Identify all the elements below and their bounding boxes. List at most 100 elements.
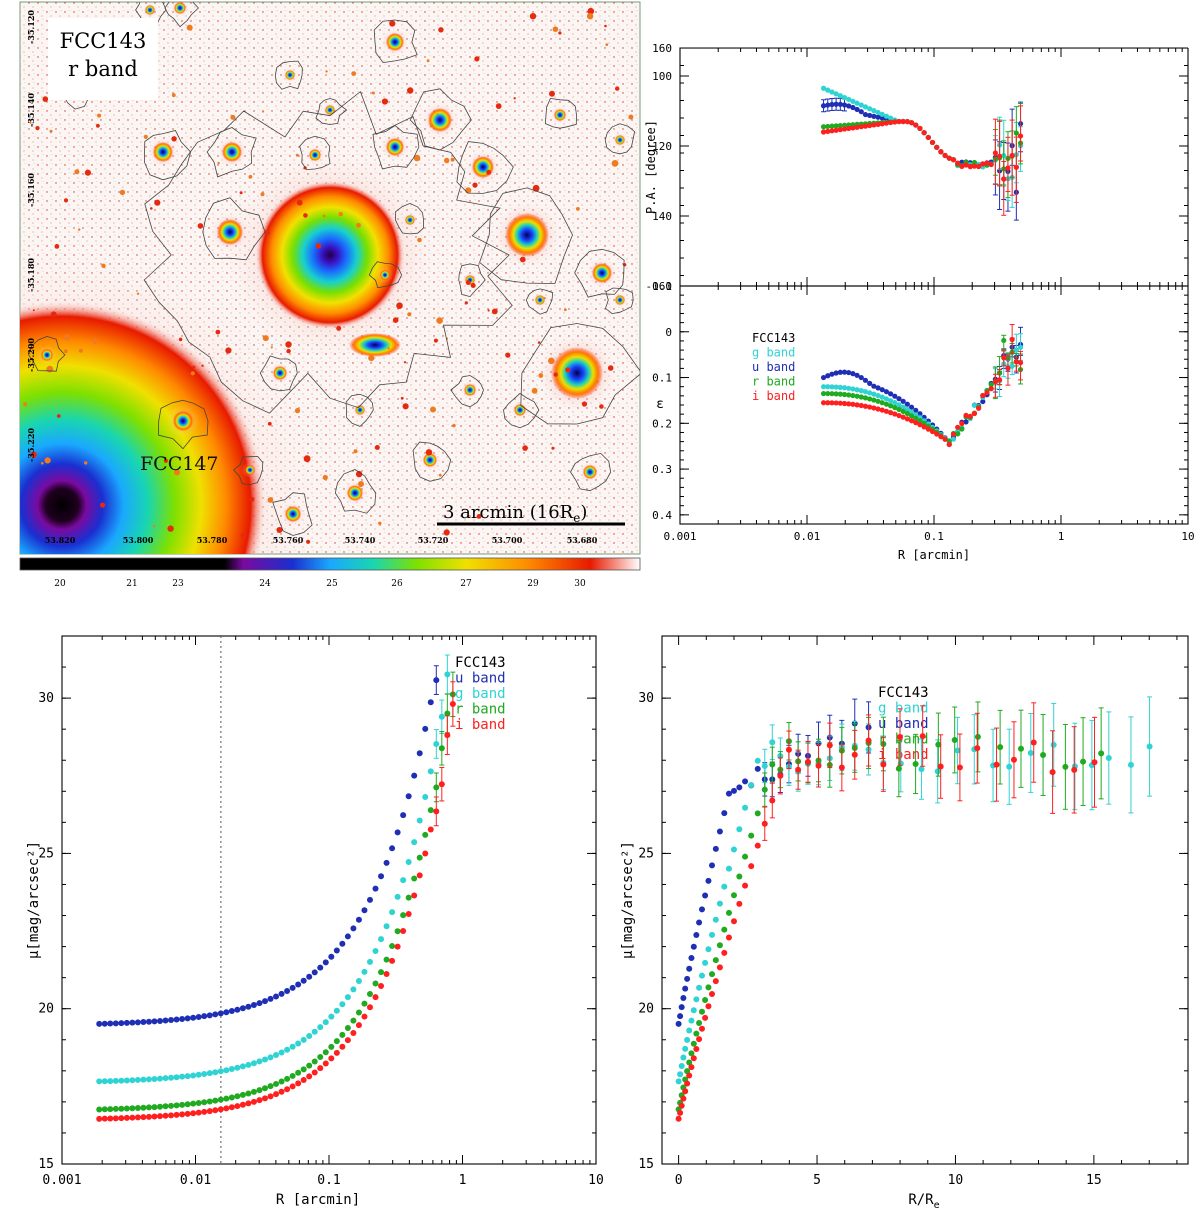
sblog-point — [118, 1077, 125, 1084]
sblog-point — [344, 933, 351, 940]
sblog-point — [322, 1019, 329, 1026]
ell-point — [900, 404, 906, 410]
sblog-point — [350, 1029, 357, 1036]
field-star — [217, 219, 243, 245]
faint-source — [276, 527, 283, 533]
x-tick-label: 0 — [675, 1173, 683, 1188]
ell-point — [820, 384, 827, 390]
pa-point — [850, 98, 856, 104]
field-star — [309, 149, 321, 161]
sblin-point — [795, 766, 802, 773]
faint-source — [315, 243, 322, 249]
sblog-point — [333, 1007, 340, 1014]
faint-source — [604, 24, 607, 28]
pa-point — [1005, 165, 1011, 171]
faint-source — [100, 502, 106, 508]
faint-source — [97, 113, 102, 118]
ell-point — [833, 370, 839, 376]
sblin-point — [693, 1045, 700, 1052]
plot-frame — [679, 285, 1189, 525]
ell-point — [900, 398, 906, 404]
faint-source — [30, 451, 37, 458]
sblog-point — [273, 1052, 280, 1059]
sblin-point — [709, 931, 716, 938]
sblog-point — [96, 1115, 103, 1122]
sblin-point — [785, 746, 792, 753]
ell-point — [883, 389, 890, 395]
sblog-point — [267, 1093, 274, 1100]
faint-source — [174, 469, 180, 476]
sblog-point — [311, 1028, 318, 1035]
ell-point — [980, 393, 986, 399]
field-star — [245, 465, 255, 475]
field-stars — [23, 2, 634, 544]
sblin-point — [1030, 739, 1037, 746]
pa-point — [888, 119, 894, 126]
ell-point — [959, 426, 965, 432]
pa-series-g-band — [820, 85, 1024, 208]
sblog-point — [366, 896, 373, 903]
sblin-point — [677, 1013, 684, 1020]
sblog-point — [140, 1076, 147, 1083]
sblog-point — [250, 1098, 257, 1105]
x-tick-label: 10 — [1181, 530, 1194, 543]
sblin-series-i-band — [675, 702, 1098, 1122]
sblin-point — [693, 931, 700, 938]
faint-source — [417, 237, 422, 243]
sblog-point — [295, 1080, 302, 1087]
image-title-line2: r band — [68, 57, 138, 81]
sblog-point — [206, 1098, 213, 1105]
sblog-point — [156, 1075, 163, 1082]
sblog-point — [361, 1000, 368, 1007]
faint-source — [529, 13, 537, 20]
pa-point — [871, 108, 877, 114]
field-star — [423, 453, 437, 467]
faint-source — [295, 153, 299, 157]
y-tick-label: 0.4 — [652, 509, 672, 522]
sblin-point — [693, 1030, 700, 1037]
sblog-point — [355, 1009, 362, 1016]
sblog-point — [190, 1014, 197, 1021]
sblin-legend-entry: g band — [878, 701, 929, 717]
isophote-contour — [525, 288, 554, 315]
sblin-point — [702, 892, 709, 899]
ell-point — [825, 384, 831, 390]
pa-point — [854, 106, 860, 113]
ell-point — [854, 402, 860, 408]
sblin-point — [730, 892, 737, 899]
sblog-legend-entry: r band — [455, 702, 506, 718]
faint-source — [296, 199, 303, 206]
ell-point — [959, 420, 965, 427]
field-star — [464, 384, 476, 396]
sblog-point — [118, 1020, 125, 1027]
sblog-point — [245, 1061, 252, 1068]
pa-point — [967, 164, 973, 170]
isophote-contour — [274, 60, 303, 90]
sblog-point — [394, 829, 401, 836]
pa-point — [871, 113, 877, 119]
pa-ylabel: P.A. [degree] — [644, 120, 658, 214]
field-star — [428, 108, 452, 132]
sblog-point — [411, 839, 418, 846]
sblog-point — [273, 1091, 280, 1098]
faint-source — [303, 455, 311, 463]
sblin-point — [769, 739, 776, 746]
sblog-point — [239, 1063, 246, 1070]
sblog-legend-entry: g band — [455, 686, 506, 702]
sblin-point — [705, 877, 712, 884]
sblin-point — [675, 1078, 682, 1085]
sblog-point — [295, 981, 302, 988]
colorbar-tick-label: 20 — [54, 579, 66, 589]
sblin-point — [761, 820, 768, 827]
faint-source — [495, 103, 502, 109]
sblog-point — [107, 1106, 114, 1113]
sblog-point — [389, 909, 396, 916]
sblin-ylabel: μ[mag/arcsec²] — [620, 841, 636, 959]
faint-source — [563, 308, 567, 312]
ell-point — [871, 383, 877, 389]
field-star — [535, 295, 545, 305]
ell-point — [1013, 347, 1019, 353]
sblog-point — [438, 713, 445, 720]
ell-point — [867, 380, 873, 386]
sblin-point — [736, 900, 743, 907]
